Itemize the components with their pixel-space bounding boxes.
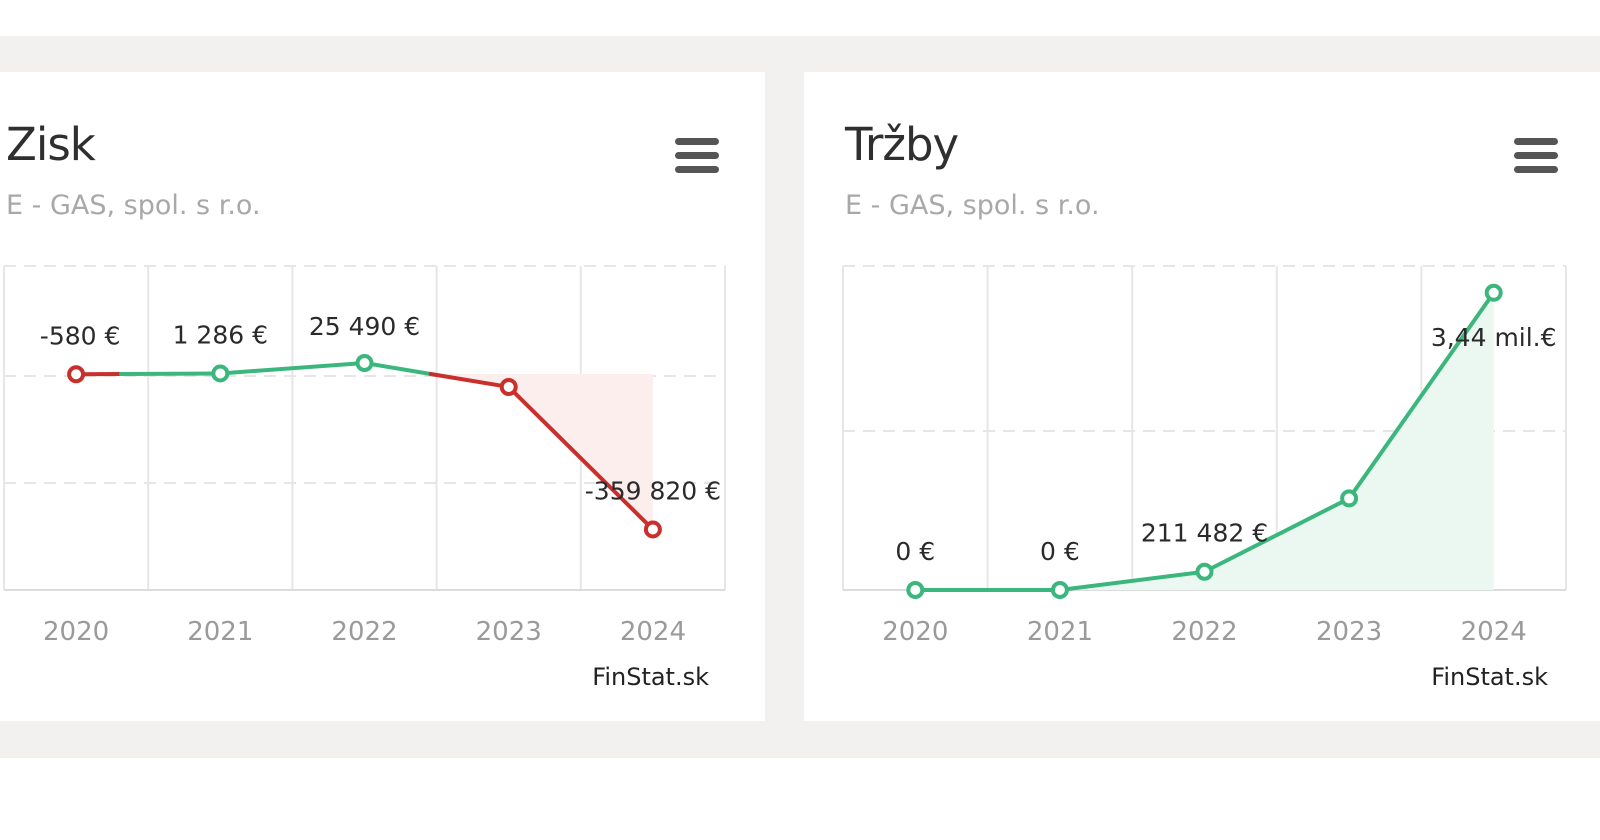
chart-credit-trzby[interactable]: FinStat.sk: [1431, 663, 1548, 691]
chart-subtitle-trzby: E - GAS, spol. s r.o.: [845, 190, 1100, 221]
chart-credit-zisk[interactable]: FinStat.sk: [592, 663, 709, 691]
chart-data-label-trzby-2024: 3,44 mil.€: [1431, 323, 1557, 352]
chart-line-segment-zisk: [428, 372, 511, 389]
chart-tick-label-zisk-2022: 2022: [331, 617, 397, 647]
chart-line-segment-zisk: [118, 371, 223, 376]
chart-menu-button-zisk[interactable]: [675, 138, 719, 174]
chart-point-zisk-2022: [355, 353, 374, 372]
hamburger-menu-icon: [675, 166, 719, 173]
chart-area-trzby: [915, 292, 1494, 590]
chart-data-label-trzby-2021: 0 €: [1040, 537, 1080, 566]
chart-line-segment-trzby: [1347, 290, 1496, 501]
chart-point-zisk-2020: [67, 365, 86, 384]
chart-tick-label-trzby-2021: 2021: [1027, 617, 1093, 647]
hamburger-menu-icon: [1514, 166, 1558, 173]
chart-data-label-zisk-2020: -580 €: [40, 321, 121, 350]
chart-tick-label-trzby-2020: 2020: [882, 617, 948, 647]
chart-point-zisk-2024: [643, 520, 662, 539]
chart-data-label-zisk-2024: -359 820 €: [585, 476, 721, 505]
chart-data-label-zisk-2022: 25 490 €: [309, 312, 420, 341]
chart-point-trzby-2021: [1050, 581, 1069, 599]
chart-data-label-trzby-2020: 0 €: [895, 537, 935, 566]
chart-tick-label-trzby-2023: 2023: [1316, 617, 1382, 647]
chart-point-trzby-2022: [1195, 562, 1214, 581]
chart-tick-label-trzby-2024: 2024: [1461, 617, 1527, 647]
chart-point-zisk-2023: [499, 377, 518, 396]
chart-line-segment-trzby: [1202, 496, 1352, 574]
chart-area-negative-zisk: [430, 374, 653, 530]
hamburger-menu-icon: [675, 138, 719, 145]
chart-tick-label-zisk-2021: 2021: [187, 617, 253, 647]
hamburger-menu-icon: [1514, 138, 1558, 145]
hamburger-menu-icon: [1514, 152, 1558, 159]
chart-subtitle-zisk: E - GAS, spol. s r.o.: [6, 190, 261, 221]
chart-data-label-zisk-2021: 1 286 €: [173, 320, 268, 349]
chart-line-segment-zisk: [218, 360, 367, 376]
chart-line-segment-zisk: [362, 360, 433, 376]
chart-tick-label-zisk-2023: 2023: [476, 617, 542, 647]
chart-tick-label-trzby-2022: 2022: [1171, 617, 1237, 647]
chart-tick-label-zisk-2024: 2024: [620, 617, 686, 647]
chart-title-trzby: Tržby: [845, 118, 959, 171]
chart-point-trzby-2020: [906, 581, 925, 599]
chart-point-trzby-2023: [1340, 489, 1359, 508]
chart-point-zisk-2021: [211, 364, 230, 383]
chart-tick-label-zisk-2020: 2020: [43, 617, 109, 647]
chart-title-zisk: Zisk: [6, 118, 96, 171]
chart-data-label-trzby-2022: 211 482 €: [1141, 519, 1268, 548]
chart-menu-button-trzby[interactable]: [1514, 138, 1558, 174]
hamburger-menu-icon: [675, 152, 719, 159]
chart-point-trzby-2024: [1484, 283, 1503, 302]
chart-line-segment-zisk: [506, 384, 655, 532]
chart-line-segment-trzby: [1057, 569, 1207, 592]
